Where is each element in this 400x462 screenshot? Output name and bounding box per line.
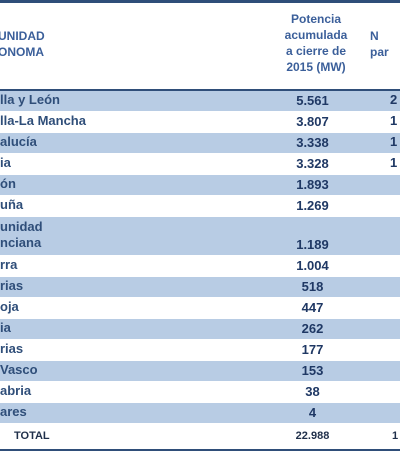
table-row: rias 518 xyxy=(0,277,400,298)
row-power-value: 1.893 xyxy=(296,177,329,192)
row-power-value: 518 xyxy=(301,279,324,294)
row-power-value: 1.269 xyxy=(296,198,329,213)
row-community-name: abria xyxy=(0,383,32,398)
total-col3: 1 xyxy=(392,430,399,442)
header-power: Potencia acumulada a cierre de 2015 (MW) xyxy=(284,12,348,74)
total-label: TOTAL xyxy=(14,430,50,442)
row-power-value: 3.338 xyxy=(296,135,329,150)
row-community-name: ia xyxy=(0,155,11,170)
row-power-value: 262 xyxy=(301,321,324,336)
table-row: oja 447 xyxy=(0,298,400,319)
row-parks-value: 2 xyxy=(390,92,398,107)
row-power-value: 1.004 xyxy=(296,258,329,273)
table-row: rra 1.004 xyxy=(0,256,400,277)
row-community-name: rias xyxy=(0,278,24,293)
table-row: unidad nciana 1.189 xyxy=(0,217,400,256)
row-community-name: oja xyxy=(0,299,19,314)
row-parks-value: 1 xyxy=(390,155,398,170)
row-power-value: 177 xyxy=(301,342,324,357)
table-row: Vasco 153 xyxy=(0,361,400,382)
row-power-value: 447 xyxy=(301,300,324,315)
row-power-value: 4 xyxy=(308,405,317,420)
bottom-rule xyxy=(0,449,400,451)
row-power-value: 153 xyxy=(301,363,324,378)
row-power-value: 38 xyxy=(305,384,320,399)
row-community-name: alucía xyxy=(0,134,37,149)
header-parks: N par xyxy=(370,29,389,59)
header-rule xyxy=(0,89,400,91)
table-row: abria 38 xyxy=(0,382,400,403)
table-row: ón 1.893 xyxy=(0,175,400,196)
table-header: UNIDAD ONOMA Potencia acumulada a cierre… xyxy=(0,3,400,90)
row-community-name: Vasco xyxy=(0,362,38,377)
total-value: 22.988 xyxy=(295,430,330,442)
row-power-value: 5.561 xyxy=(296,93,329,108)
header-community: UNIDAD ONOMA xyxy=(0,29,45,59)
table-row: lla y León 5.561 2 xyxy=(0,91,400,112)
table-row: ares 4 xyxy=(0,403,400,424)
row-parks-value: 1 xyxy=(390,113,398,128)
row-community-name: unidad nciana xyxy=(0,219,43,250)
table-row: rias 177 xyxy=(0,340,400,361)
row-community-name: rias xyxy=(0,341,24,356)
row-community-name: ón xyxy=(0,176,16,191)
table-row: uña 1.269 xyxy=(0,196,400,217)
row-power-value: 3.807 xyxy=(296,114,329,129)
row-community-name: lla-La Mancha xyxy=(0,113,86,128)
table-row: ia 3.328 1 xyxy=(0,154,400,175)
row-community-name: ia xyxy=(0,320,11,335)
table-row: alucía 3.338 1 xyxy=(0,133,400,154)
total-row: TOTAL 22.988 1 xyxy=(0,428,400,448)
top-rule xyxy=(0,0,400,3)
row-parks-value: 1 xyxy=(390,134,398,149)
row-power-value: 1.189 xyxy=(296,237,329,252)
row-power-value: 3.328 xyxy=(296,156,329,171)
table-body: lla y León 5.561 2 lla-La Mancha 3.807 1 alucí… xyxy=(0,91,400,424)
table-row: ia 262 xyxy=(0,319,400,340)
table-row: lla-La Mancha 3.807 1 xyxy=(0,112,400,133)
row-community-name: ares xyxy=(0,404,27,419)
row-community-name: lla y León xyxy=(0,92,60,107)
row-community-name: uña xyxy=(0,197,24,212)
row-community-name: rra xyxy=(0,257,18,272)
